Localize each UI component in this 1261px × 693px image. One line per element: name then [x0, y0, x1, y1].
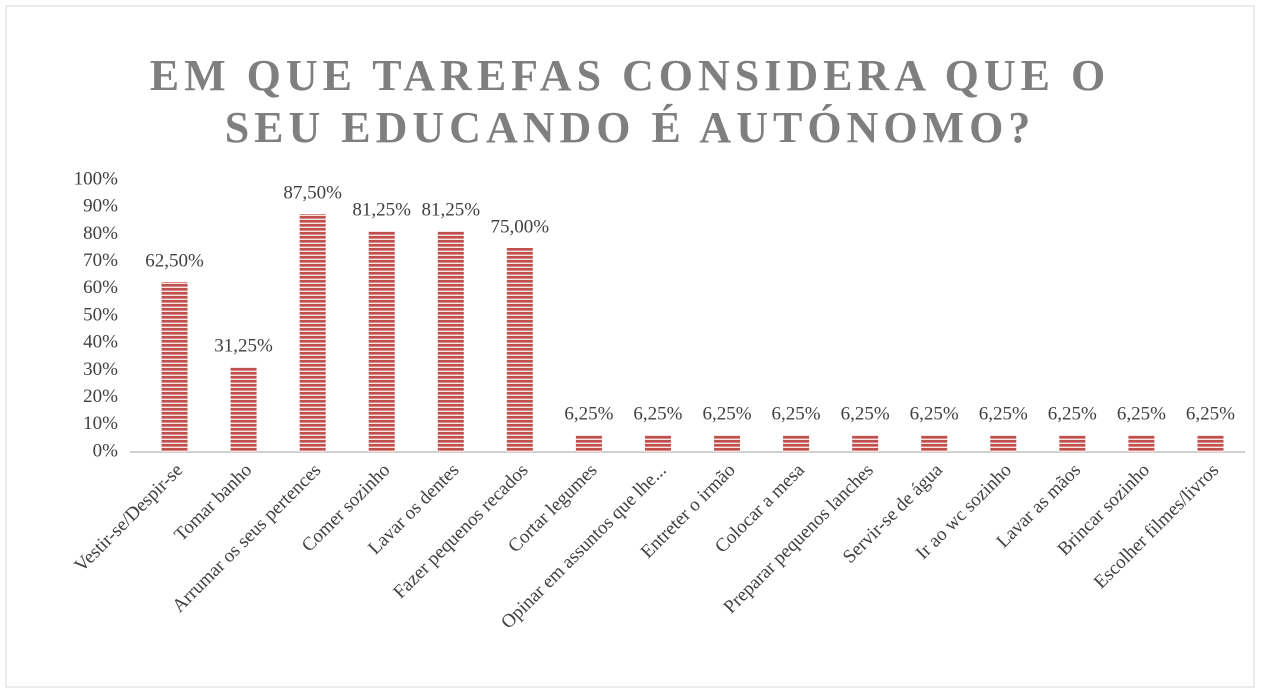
- bar: [506, 248, 533, 452]
- bar: [852, 435, 879, 452]
- y-tick-label: 100%: [74, 168, 119, 189]
- bar: [1128, 435, 1155, 452]
- y-tick-label: 0%: [93, 440, 119, 461]
- bar: [161, 282, 188, 452]
- value-label: 81,25%: [352, 199, 411, 220]
- value-label: 81,25%: [421, 199, 480, 220]
- chart-title: EM QUE TAREFAS CONSIDERA QUE O: [150, 51, 1110, 100]
- value-label: 6,25%: [772, 403, 821, 424]
- value-label: 6,25%: [1186, 403, 1235, 424]
- value-label: 31,25%: [214, 335, 273, 356]
- y-tick-label: 90%: [83, 196, 118, 217]
- bar: [714, 435, 741, 452]
- bar: [299, 214, 326, 452]
- bar: [921, 435, 948, 452]
- y-tick-label: 30%: [83, 359, 118, 380]
- value-label: 6,25%: [702, 403, 751, 424]
- y-tick-label: 60%: [83, 277, 118, 298]
- y-tick-label: 20%: [83, 386, 118, 407]
- bar: [230, 367, 257, 452]
- bar: [1197, 435, 1224, 452]
- bar: [1059, 435, 1086, 452]
- y-tick-label: 50%: [83, 304, 118, 325]
- bar: [368, 231, 395, 452]
- bar: [783, 435, 810, 452]
- value-label: 6,25%: [979, 403, 1028, 424]
- value-label: 6,25%: [1117, 403, 1166, 424]
- value-label: 6,25%: [633, 403, 682, 424]
- bar: [437, 231, 464, 452]
- y-tick-label: 10%: [83, 413, 118, 434]
- bar: [990, 435, 1017, 452]
- value-label: 6,25%: [910, 403, 959, 424]
- value-label: 6,25%: [841, 403, 890, 424]
- value-label: 62,50%: [145, 250, 204, 271]
- value-label: 87,50%: [283, 182, 342, 203]
- bar: [644, 435, 671, 452]
- value-label: 75,00%: [491, 216, 550, 237]
- bar: [575, 435, 602, 452]
- value-label: 6,25%: [1048, 403, 1097, 424]
- y-tick-label: 40%: [83, 332, 118, 353]
- chart-border: [5, 5, 1255, 688]
- chart-title: SEU EDUCANDO É AUTÓNOMO?: [225, 103, 1036, 152]
- value-label: 6,25%: [564, 403, 613, 424]
- y-tick-label: 70%: [83, 250, 118, 271]
- y-tick-label: 80%: [83, 223, 118, 244]
